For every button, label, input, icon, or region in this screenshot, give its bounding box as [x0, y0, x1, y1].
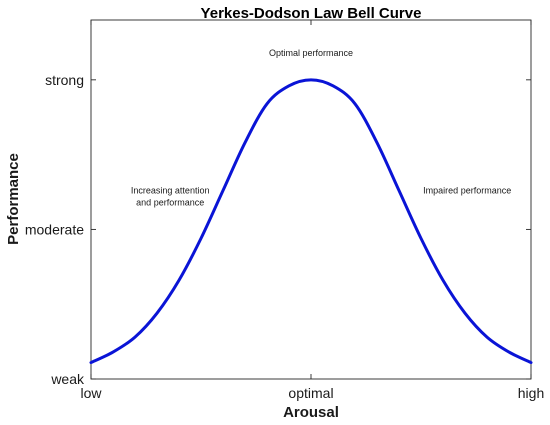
annotation-line: Impaired performance: [423, 186, 511, 196]
y-tick-label: moderate: [25, 221, 84, 237]
annotation-text: Increasing attention and performance: [131, 186, 210, 208]
x-tick-label: high: [518, 385, 544, 401]
annotation-line: Increasing attention: [131, 186, 210, 196]
y-axis-ticks: weak moderate strong: [25, 72, 531, 387]
annotation-text: Impaired performance: [423, 186, 511, 196]
y-tick-label: weak: [50, 371, 85, 387]
annotation-line: Optimal performance: [269, 48, 353, 58]
annotation-text: Optimal performance: [269, 48, 353, 58]
x-tick-label: optimal: [288, 385, 333, 401]
x-tick-label: low: [80, 385, 102, 401]
annotations: Optimal performance Increasing attention a…: [131, 48, 511, 208]
chart-title: Yerkes-Dodson Law Bell Curve: [201, 5, 422, 22]
x-axis-label: Arousal: [283, 404, 339, 421]
y-tick-label: strong: [45, 72, 84, 88]
annotation-line: and performance: [136, 198, 204, 208]
x-axis-ticks: low optimal high: [80, 20, 544, 401]
performance-curve: [89, 78, 533, 365]
y-axis-label: Performance: [5, 153, 22, 245]
